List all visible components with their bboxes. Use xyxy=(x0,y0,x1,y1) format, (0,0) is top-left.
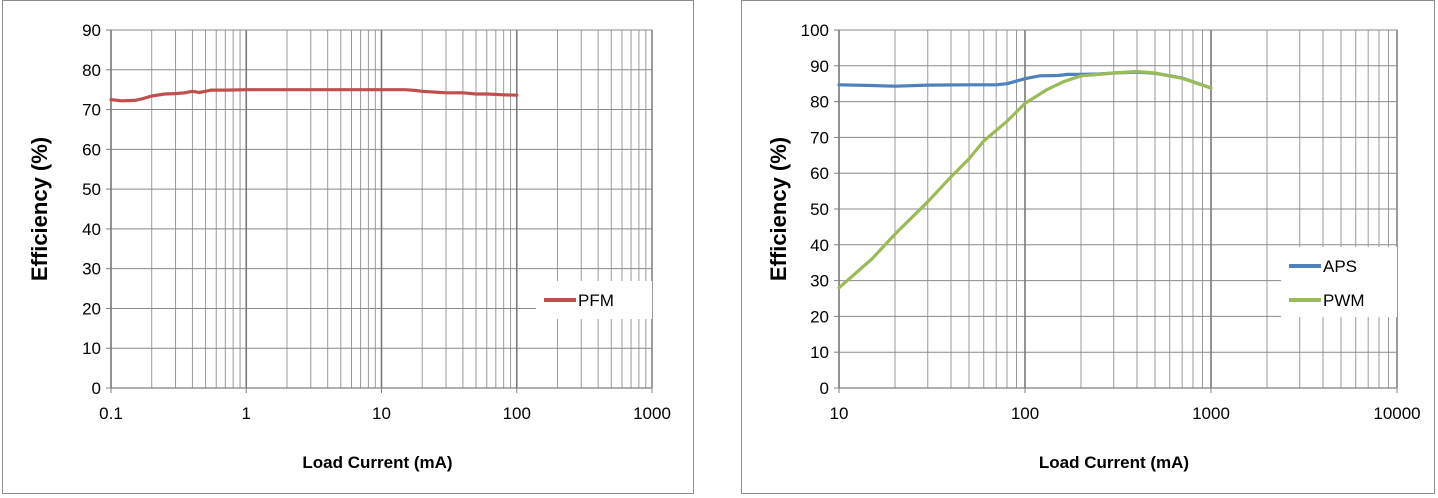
y-axis-title: Efficiency (%) xyxy=(27,137,52,281)
legend-label-aps: APS xyxy=(1323,257,1357,276)
x-axis-title: Load Current (mA) xyxy=(302,453,452,472)
y-tick-label: 80 xyxy=(810,93,829,112)
legend-label-pwm: PWM xyxy=(1323,291,1365,310)
y-tick-label: 20 xyxy=(82,299,101,318)
x-tick-label: 1000 xyxy=(1192,404,1230,423)
x-tick-label: 100 xyxy=(1011,404,1039,423)
y-tick-label: 20 xyxy=(810,307,829,326)
y-tick-label: 80 xyxy=(82,61,101,80)
chart-panel-pfm: 0 10 20 30 40 50 60 70 80 90 0.1 1 10 100 1000 Load Cur… xyxy=(2,0,694,494)
y-axis-title: Efficiency (%) xyxy=(766,137,791,281)
x-tick-label: 0.1 xyxy=(99,404,123,423)
y-tick-label: 40 xyxy=(82,220,101,239)
y-tick-label: 90 xyxy=(810,57,829,76)
x-tick-label: 1000 xyxy=(633,404,671,423)
y-tick-label: 70 xyxy=(82,101,101,120)
chart-panel-aps-pwm: 0 10 20 30 40 50 60 70 80 90 100 10 100 1000 10000 Load… xyxy=(741,0,1435,494)
x-tick-label: 10 xyxy=(372,404,391,423)
x-tick-label: 100 xyxy=(503,404,531,423)
legend-box xyxy=(1281,247,1397,317)
y-tick-label: 30 xyxy=(82,260,101,279)
x-axis-title: Load Current (mA) xyxy=(1039,453,1189,472)
x-tick-label: 10000 xyxy=(1373,404,1420,423)
y-tick-label: 40 xyxy=(810,236,829,255)
legend: APS PWM xyxy=(1281,247,1397,317)
y-tick-label: 100 xyxy=(801,21,829,40)
y-tick-label: 60 xyxy=(810,164,829,183)
y-tick-label: 90 xyxy=(82,21,101,40)
legend-label-pfm: PFM xyxy=(578,291,614,310)
y-tick-label: 50 xyxy=(810,200,829,219)
y-tick-label: 10 xyxy=(810,343,829,362)
y-tick-label: 10 xyxy=(82,339,101,358)
y-tick-label: 50 xyxy=(82,180,101,199)
pfm-efficiency-chart: 0 10 20 30 40 50 60 70 80 90 0.1 1 10 100 1000 Load Cur… xyxy=(27,21,671,472)
y-tick-label: 60 xyxy=(82,140,101,159)
series-line-pwm xyxy=(837,69,1213,290)
y-tick-label: 30 xyxy=(810,272,829,291)
y-tick-label: 70 xyxy=(810,128,829,147)
legend: PFM xyxy=(536,281,652,319)
y-tick-label: 0 xyxy=(820,379,829,398)
x-tick-label: 1 xyxy=(242,404,251,423)
x-tick-label: 10 xyxy=(830,404,849,423)
y-tick-label: 0 xyxy=(92,379,101,398)
series-line-pfm xyxy=(109,88,519,103)
